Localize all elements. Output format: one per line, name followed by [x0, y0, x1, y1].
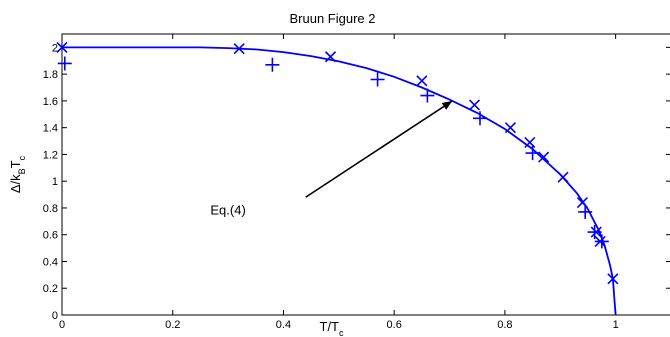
annotation-arrow-line [305, 100, 453, 198]
plot-frame [61, 33, 670, 316]
y-tick-label: 1 [52, 176, 58, 188]
x-tick-label: 1 [613, 319, 619, 331]
plus-marker-point [57, 56, 72, 71]
annotation-label: Eq.(4) [210, 203, 245, 218]
y-axis-label-tail-sub: c [17, 155, 27, 160]
x-tick-label: 0 [59, 319, 65, 331]
annotation-layer: Eq.(4) [210, 100, 453, 218]
x-tick-label: 0.4 [276, 319, 291, 331]
y-tick-label: 1.6 [43, 96, 58, 108]
plus-marker-point [370, 72, 385, 87]
x-tick-label: 0.6 [387, 319, 402, 331]
x-axis-label-subscript: c [339, 328, 344, 337]
y-tick-label: 1.4 [43, 123, 58, 135]
x-marker-point [524, 136, 536, 148]
x-tick-label: 0.8 [497, 319, 512, 331]
y-tick-label: 1.2 [43, 149, 58, 161]
y-axis-label-main: Δ/k [8, 174, 23, 193]
x-axis-label-main: T/T [320, 319, 340, 334]
y-tick-label: 0.4 [43, 256, 58, 268]
plus-marker-point [578, 204, 593, 219]
axis-ticks: 0 0.2 0.4 0.6 0.8 1 0 0.2 0.4 0.6 0.8 1 1.2 1.4 1.6 1.8… [43, 34, 670, 331]
plus-marker-point [525, 146, 540, 161]
y-tick-label: 0.8 [43, 203, 58, 215]
plus-marker-point [594, 234, 609, 249]
x-marker-point [324, 51, 337, 63]
x-marker-point [468, 99, 481, 111]
y-tick-label: 2 [52, 42, 58, 54]
x-marker-point [538, 151, 550, 163]
x-marker-point [557, 171, 569, 183]
x-marker-point [233, 43, 245, 55]
y-tick-label: 0.2 [43, 283, 58, 295]
x-marker-point [416, 75, 428, 87]
annotation-arrow-head [441, 100, 453, 110]
x-tick-label: 0.2 [165, 319, 180, 331]
fit-curve [62, 46, 617, 316]
data-markers [56, 41, 619, 285]
x-marker-point [607, 273, 619, 285]
x-marker-point [56, 41, 68, 53]
y-tick-label: 0 [52, 310, 58, 322]
plus-marker-point [420, 88, 435, 103]
y-axis-label: Δ/kBTc [8, 155, 27, 193]
y-axis-label-tail: T [8, 160, 23, 168]
fit-curve-layer [62, 46, 617, 316]
y-tick-label: 1.8 [43, 69, 58, 81]
y-axis-label-sub: B [17, 168, 27, 174]
x-marker-point [504, 122, 517, 134]
plus-marker-point [587, 225, 602, 240]
x-axis-label: T/Tc [320, 319, 345, 337]
chart-title: Bruun Figure 2 [290, 11, 376, 26]
y-tick-label: 0.6 [43, 230, 58, 242]
plus-marker-point [472, 111, 487, 126]
plus-marker-point [265, 57, 280, 72]
